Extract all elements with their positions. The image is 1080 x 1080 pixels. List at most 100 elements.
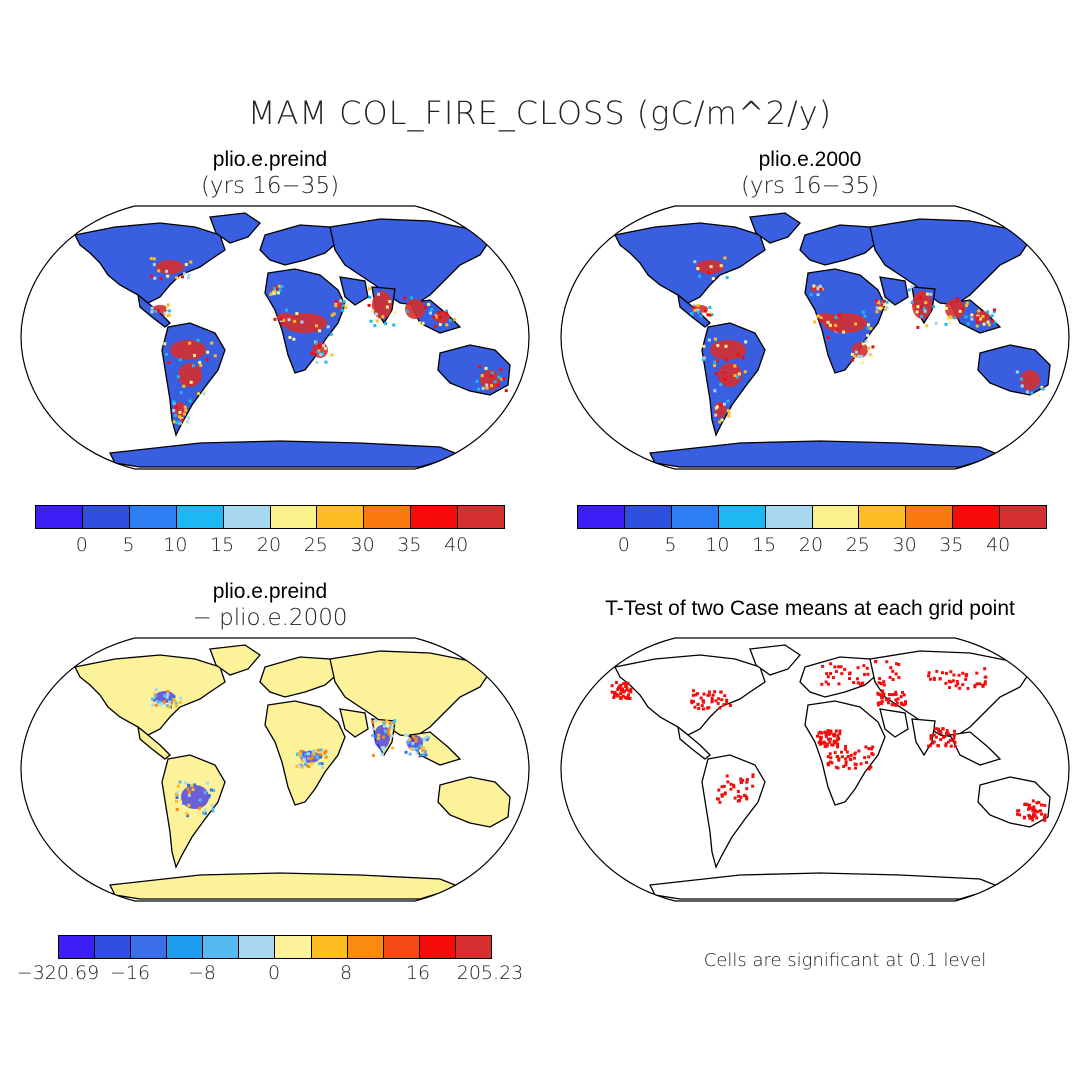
grid-cell bbox=[319, 754, 323, 758]
map-panel1 bbox=[20, 205, 530, 470]
significant-cell bbox=[612, 692, 616, 696]
grid-cell bbox=[308, 750, 312, 754]
grid-cell bbox=[391, 746, 395, 750]
grid-cell bbox=[274, 290, 278, 294]
grid-cell bbox=[166, 692, 170, 696]
colorbar-swatch bbox=[906, 506, 954, 528]
colorbar-tick-label: 40 bbox=[986, 534, 1011, 556]
colorbar-swatch bbox=[578, 506, 625, 528]
significant-cell bbox=[940, 671, 944, 675]
significant-cell bbox=[876, 703, 880, 707]
significant-cell bbox=[894, 703, 898, 707]
significant-cell bbox=[716, 797, 720, 801]
grid-cell bbox=[477, 387, 481, 391]
colorbar-swatch bbox=[812, 506, 860, 528]
significant-cell bbox=[954, 684, 958, 688]
grid-cell bbox=[373, 324, 377, 328]
grid-cell bbox=[186, 420, 190, 424]
grid-cell bbox=[172, 420, 176, 424]
significant-cell bbox=[932, 677, 936, 681]
grid-cell bbox=[433, 324, 437, 328]
grid-cell bbox=[816, 314, 820, 318]
grid-cell bbox=[1037, 394, 1041, 398]
significant-cell bbox=[857, 749, 861, 753]
significant-cell bbox=[859, 762, 863, 766]
colorbar-tick-label: 35 bbox=[397, 534, 422, 556]
grid-cell bbox=[490, 384, 494, 388]
colorbar-swatch bbox=[317, 506, 365, 528]
significant-cell bbox=[614, 681, 618, 685]
grid-cell bbox=[188, 399, 192, 403]
grid-cell bbox=[385, 719, 389, 723]
significant-cell bbox=[927, 671, 931, 675]
significant-cell bbox=[879, 682, 883, 686]
grid-cell bbox=[953, 316, 957, 320]
grid-cell bbox=[277, 284, 281, 288]
colorbar-tick-label: 15 bbox=[210, 534, 235, 556]
significant-cell bbox=[702, 700, 706, 704]
significant-cell bbox=[1022, 816, 1026, 820]
grid-cell bbox=[986, 310, 990, 314]
grid-cell bbox=[388, 300, 392, 304]
significant-cell bbox=[826, 675, 830, 679]
significant-cell bbox=[952, 737, 956, 741]
grid-cell bbox=[192, 354, 196, 358]
grid-cell bbox=[392, 720, 396, 724]
hotspot-region bbox=[372, 291, 392, 319]
grid-cell bbox=[166, 307, 170, 311]
grid-cell bbox=[175, 799, 179, 803]
grid-cell bbox=[733, 364, 737, 368]
grid-cell bbox=[171, 697, 175, 701]
grid-cell bbox=[384, 321, 388, 325]
grid-cell bbox=[496, 383, 500, 387]
significant-cell bbox=[840, 672, 844, 676]
grid-cell bbox=[976, 316, 980, 320]
significant-cell bbox=[853, 762, 857, 766]
significant-cell bbox=[717, 697, 721, 701]
grid-cell bbox=[1040, 385, 1044, 389]
significant-cell bbox=[865, 666, 869, 670]
grid-cell bbox=[167, 313, 171, 317]
grid-cell bbox=[860, 355, 864, 359]
grid-cell bbox=[149, 256, 153, 260]
significant-cell bbox=[610, 690, 614, 694]
significant-cell bbox=[834, 669, 838, 673]
significant-cell bbox=[887, 697, 891, 701]
significant-cell bbox=[929, 737, 933, 741]
colorbar-swatch bbox=[239, 936, 276, 958]
significant-cell bbox=[843, 667, 847, 671]
grid-cell bbox=[854, 350, 858, 354]
significant-cell bbox=[983, 680, 987, 684]
grid-cell bbox=[159, 276, 163, 280]
significant-cell bbox=[849, 753, 853, 757]
hotspot-region bbox=[480, 370, 500, 390]
grid-cell bbox=[203, 811, 207, 815]
grid-cell bbox=[723, 402, 727, 406]
grid-cell bbox=[696, 303, 700, 307]
grid-cell bbox=[434, 315, 438, 319]
significant-cell bbox=[702, 692, 706, 696]
colorbar-swatch bbox=[167, 936, 204, 958]
grid-cell bbox=[178, 700, 182, 704]
grid-cell bbox=[179, 696, 183, 700]
grid-cell bbox=[150, 310, 154, 314]
grid-cell bbox=[182, 384, 186, 388]
significant-cell bbox=[848, 672, 852, 676]
significant-cell bbox=[836, 766, 840, 770]
grid-cell bbox=[405, 733, 409, 737]
grid-cell bbox=[390, 734, 394, 738]
colorbar-swatch bbox=[82, 506, 130, 528]
grid-cell bbox=[207, 794, 211, 798]
significant-cell bbox=[932, 740, 936, 744]
grid-cell bbox=[191, 788, 195, 792]
continent-north-america bbox=[74, 222, 226, 304]
significant-cell bbox=[1028, 803, 1032, 807]
grid-cell bbox=[696, 308, 700, 312]
grid-cell bbox=[970, 317, 974, 321]
significant-cell bbox=[745, 777, 749, 781]
grid-cell bbox=[875, 299, 879, 303]
grid-cell bbox=[426, 736, 430, 740]
grid-cell bbox=[210, 341, 214, 345]
continent-europe bbox=[799, 224, 881, 266]
grid-cell bbox=[408, 738, 412, 742]
